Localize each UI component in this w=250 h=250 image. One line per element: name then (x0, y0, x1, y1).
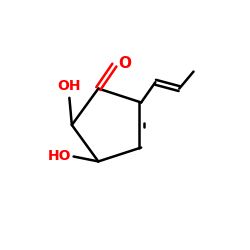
Text: HO: HO (48, 150, 71, 164)
Text: O: O (118, 56, 131, 70)
Text: OH: OH (58, 79, 81, 93)
